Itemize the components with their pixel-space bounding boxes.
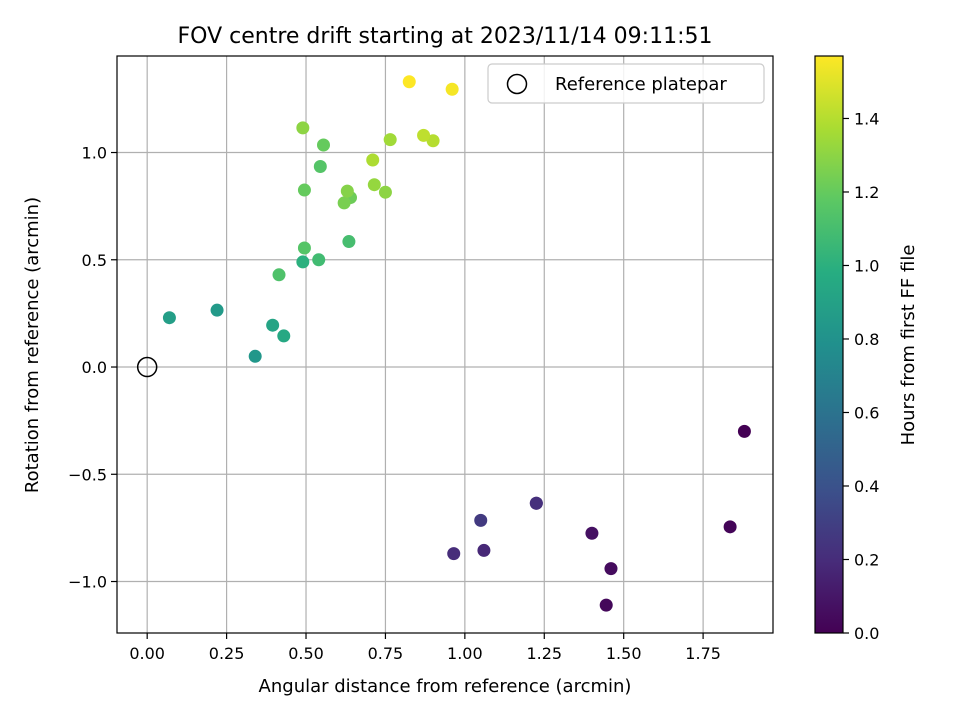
data-point (417, 128, 431, 142)
y-tick-label: 1.0 (82, 144, 107, 163)
data-point (477, 543, 491, 557)
colorbar-tick-label: 0.0 (854, 624, 879, 643)
data-point (297, 183, 311, 197)
legend: Reference platepar (487, 63, 765, 104)
y-axis-label: Rotation from reference (arcmin) (22, 197, 43, 493)
data-point (383, 133, 397, 147)
data-point (296, 255, 310, 269)
colorbar-tick-label: 1.4 (854, 109, 879, 128)
data-point (248, 349, 262, 363)
colorbar-label: Hours from first FF file (898, 245, 919, 446)
data-point (445, 82, 459, 96)
x-tick-label: 0.00 (129, 644, 165, 663)
x-tick-label: 0.50 (288, 644, 324, 663)
data-point (337, 196, 351, 210)
y-tick-label: −0.5 (68, 465, 107, 484)
data-point (266, 318, 280, 332)
data-point (366, 153, 380, 167)
data-point (312, 253, 326, 267)
data-point (723, 520, 737, 534)
x-tick-label: 0.75 (368, 644, 404, 663)
data-point (737, 424, 751, 438)
data-point (378, 185, 392, 199)
y-tick-label: −1.0 (68, 573, 107, 592)
grid-lines (117, 56, 773, 633)
data-point (296, 121, 310, 135)
data-point (367, 178, 381, 192)
chart-title: FOV centre drift starting at 2023/11/14 … (178, 24, 713, 49)
data-point (272, 268, 286, 282)
legend-open-circle-icon (506, 73, 528, 95)
data-point (474, 513, 488, 527)
data-point (447, 547, 461, 561)
x-tick-label: 0.25 (209, 644, 245, 663)
x-axis-label: Angular distance from reference (arcmin) (259, 676, 632, 697)
data-point (316, 138, 330, 152)
data-point (313, 159, 327, 173)
colorbar-tick-label: 1.2 (854, 183, 879, 202)
data-point (297, 241, 311, 255)
data-points (162, 75, 751, 612)
data-point (340, 184, 354, 198)
x-axis-ticks: 0.00 0.25 0.50 0.75 1.00 1.25 1.50 1.75 (129, 633, 721, 663)
data-point (426, 134, 440, 148)
colorbar-tick-label: 0.6 (854, 403, 879, 422)
colorbar-tick-label: 0.2 (854, 550, 879, 569)
colorbar-tick-label: 1.0 (854, 256, 879, 275)
legend-box (487, 63, 765, 104)
colorbar-tick-label: 0.4 (854, 477, 879, 496)
plot-frame (116, 55, 774, 634)
data-point (585, 526, 599, 540)
data-point (599, 598, 613, 612)
data-point (529, 496, 543, 510)
data-point (210, 303, 224, 317)
data-point (277, 329, 291, 343)
x-tick-label: 1.00 (447, 644, 483, 663)
colorbar-tick-label: 0.8 (854, 330, 879, 349)
data-point (402, 75, 416, 89)
reference-platepar-marker (136, 356, 158, 378)
colorbar-ticks: 0.0 0.2 0.4 0.6 0.8 1.0 1.2 1.4 (843, 109, 879, 643)
x-tick-label: 1.25 (526, 644, 562, 663)
colorbar (814, 55, 844, 634)
y-tick-label: 0.0 (82, 358, 107, 377)
data-point (604, 562, 618, 576)
x-tick-label: 1.50 (606, 644, 642, 663)
y-axis-ticks: −1.0 −0.5 0.0 0.5 1.0 (68, 144, 117, 592)
y-tick-label: 0.5 (82, 251, 107, 270)
legend-label: Reference platepar (555, 74, 727, 95)
data-point (162, 311, 176, 325)
x-tick-label: 1.75 (685, 644, 721, 663)
data-point (342, 235, 356, 249)
